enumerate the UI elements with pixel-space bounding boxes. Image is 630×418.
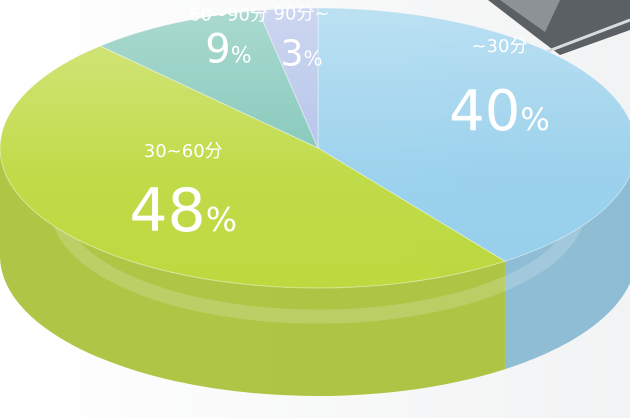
slice-value-number-1: 40 bbox=[449, 79, 520, 144]
pie-slices bbox=[0, 7, 630, 289]
slice-value-label-2: 48% bbox=[129, 176, 237, 246]
corner-decoration bbox=[488, 0, 630, 55]
slice-value-label-4: 3% bbox=[281, 33, 323, 74]
slice-value-number-4: 3 bbox=[281, 33, 304, 74]
slice-value-unit-2: % bbox=[206, 200, 237, 239]
slice-category-label-1: ~30分 bbox=[471, 36, 527, 57]
slice-value-unit-4: % bbox=[303, 46, 322, 70]
slice-value-number-2: 48 bbox=[129, 176, 205, 246]
slice-value-label-1: 40% bbox=[449, 79, 550, 144]
slice-category-label-4: 90分~ bbox=[274, 3, 330, 24]
slice-value-number-3: 9 bbox=[205, 27, 230, 73]
slice-side-2 bbox=[0, 148, 505, 396]
slice-category-label-2: 30~60分 bbox=[144, 141, 223, 162]
slice-side-1 bbox=[504, 174, 630, 370]
slice-value-label-3: 9% bbox=[205, 27, 251, 73]
slice-value-unit-3: % bbox=[231, 44, 252, 69]
slice-value-unit-1: % bbox=[520, 102, 549, 138]
slice-category-label-3: 60~90分 bbox=[189, 5, 268, 26]
pie-top-gloss bbox=[0, 8, 630, 288]
